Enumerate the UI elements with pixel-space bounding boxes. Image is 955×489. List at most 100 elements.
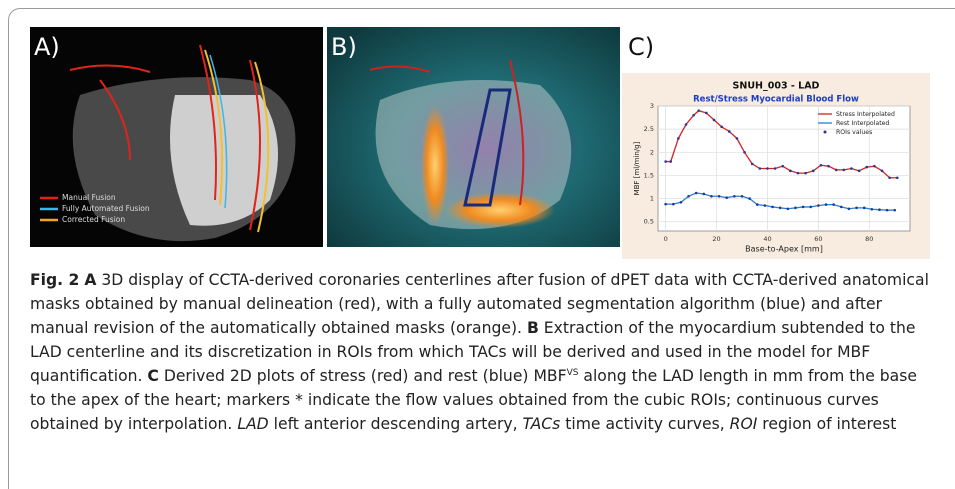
figure: A) B) C) Manual Fusion Fully Automated Fusio…: [0, 0, 955, 265]
x-tick-label: 0: [664, 235, 668, 243]
roi-marker: [718, 195, 721, 198]
roi-marker: [827, 165, 830, 168]
caption-text: ROI: [730, 415, 758, 433]
roi-marker: [825, 203, 828, 206]
x-tick-label: 40: [763, 235, 771, 243]
legend-swatch: [824, 131, 827, 134]
roi-marker: [871, 208, 874, 211]
page: A) B) C) Manual Fusion Fully Automated Fusio…: [0, 0, 955, 483]
roi-marker: [728, 130, 731, 133]
panel-label: A): [34, 33, 60, 61]
y-tick-label: 2: [650, 148, 654, 156]
legend-label: ROIs values: [836, 129, 872, 136]
roi-marker: [878, 208, 881, 211]
roi-marker: [664, 160, 667, 163]
roi-marker: [713, 119, 716, 122]
caption-text: A: [84, 271, 96, 289]
panel-label: C): [628, 33, 654, 61]
heart-render: [170, 95, 278, 226]
roi-marker: [881, 170, 884, 173]
roi-marker: [781, 165, 784, 168]
roi-marker: [669, 160, 672, 163]
roi-marker: [850, 167, 853, 170]
legend-label: Corrected Fusion: [62, 215, 125, 224]
roi-marker: [672, 203, 675, 206]
roi-marker: [710, 195, 713, 198]
roi-marker: [748, 197, 751, 200]
uptake: [445, 192, 555, 228]
roi-marker: [725, 196, 728, 199]
roi-marker: [804, 172, 807, 175]
roi-marker: [888, 176, 891, 179]
roi-marker: [759, 167, 762, 170]
roi-marker: [743, 151, 746, 154]
x-tick-label: 60: [814, 235, 822, 243]
caption-text: B: [527, 319, 539, 337]
caption-text: TACs: [523, 415, 561, 433]
roi-marker: [858, 170, 861, 173]
roi-marker: [843, 169, 846, 172]
uptake: [421, 105, 449, 225]
roi-marker: [865, 166, 868, 169]
y-tick-label: 1.5: [644, 171, 654, 179]
legend-label: Fully Automated Fusion: [62, 204, 150, 213]
roi-marker: [720, 126, 723, 129]
caption-text: region of interest: [757, 415, 896, 433]
x-tick-label: 80: [865, 235, 873, 243]
roi-marker: [695, 192, 698, 195]
roi-marker: [751, 163, 754, 166]
roi-marker: [848, 207, 851, 210]
roi-marker: [817, 204, 820, 207]
roi-marker: [787, 207, 790, 210]
roi-marker: [680, 201, 683, 204]
roi-marker: [703, 193, 706, 196]
legend-label: Stress Interpolated: [836, 111, 895, 118]
panel-label: B): [331, 33, 357, 61]
roi-marker: [756, 203, 759, 206]
roi-marker: [774, 167, 777, 170]
roi-marker: [766, 167, 769, 170]
roi-marker: [812, 170, 815, 173]
roi-marker: [705, 112, 708, 115]
x-tick-label: 20: [712, 235, 720, 243]
legend-label: Manual Fusion: [62, 193, 116, 202]
roi-marker: [789, 170, 792, 173]
roi-marker: [809, 206, 812, 209]
roi-marker: [764, 204, 767, 207]
roi-marker: [664, 203, 667, 206]
y-axis-label: MBF [ml/min/g]: [633, 141, 641, 195]
roi-marker: [835, 169, 838, 172]
roi-marker: [771, 206, 774, 209]
roi-marker: [697, 109, 700, 112]
y-tick-label: 2.5: [644, 125, 654, 133]
caption-text: time activity curves,: [560, 415, 729, 433]
caption-text: Derived 2D plots of stress (red) and res…: [159, 367, 567, 385]
roi-marker: [685, 123, 688, 126]
roi-marker: [855, 207, 858, 210]
roi-marker: [736, 137, 739, 140]
x-axis-label: Base-to-Apex [mm]: [745, 245, 823, 254]
y-tick-label: 0.5: [644, 218, 654, 226]
roi-marker: [733, 195, 736, 198]
roi-marker: [692, 114, 695, 117]
caption: Fig. 2 A 3D display of CCTA-derived coro…: [30, 268, 935, 436]
roi-marker: [741, 195, 744, 198]
y-tick-label: 1: [650, 195, 654, 203]
chart-title: SNUH_003 - LAD: [733, 81, 820, 92]
caption-text: C: [147, 367, 158, 385]
caption-text: LAD: [237, 415, 268, 433]
caption-text: VS: [567, 368, 579, 378]
roi-marker: [832, 203, 835, 206]
caption-text: left anterior descending artery,: [269, 415, 523, 433]
roi-marker: [687, 195, 690, 198]
roi-marker: [873, 165, 876, 168]
roi-marker: [886, 209, 889, 212]
roi-marker: [893, 209, 896, 212]
roi-marker: [797, 172, 800, 175]
y-tick-label: 3: [650, 102, 654, 110]
roi-marker: [863, 207, 866, 210]
roi-marker: [820, 164, 823, 167]
roi-marker: [896, 176, 899, 179]
roi-marker: [677, 137, 680, 140]
roi-marker: [840, 206, 843, 209]
